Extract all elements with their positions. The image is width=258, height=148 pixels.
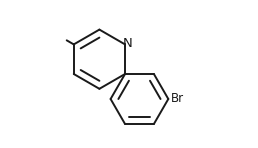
Text: N: N — [123, 37, 132, 50]
Text: Br: Br — [171, 92, 184, 106]
